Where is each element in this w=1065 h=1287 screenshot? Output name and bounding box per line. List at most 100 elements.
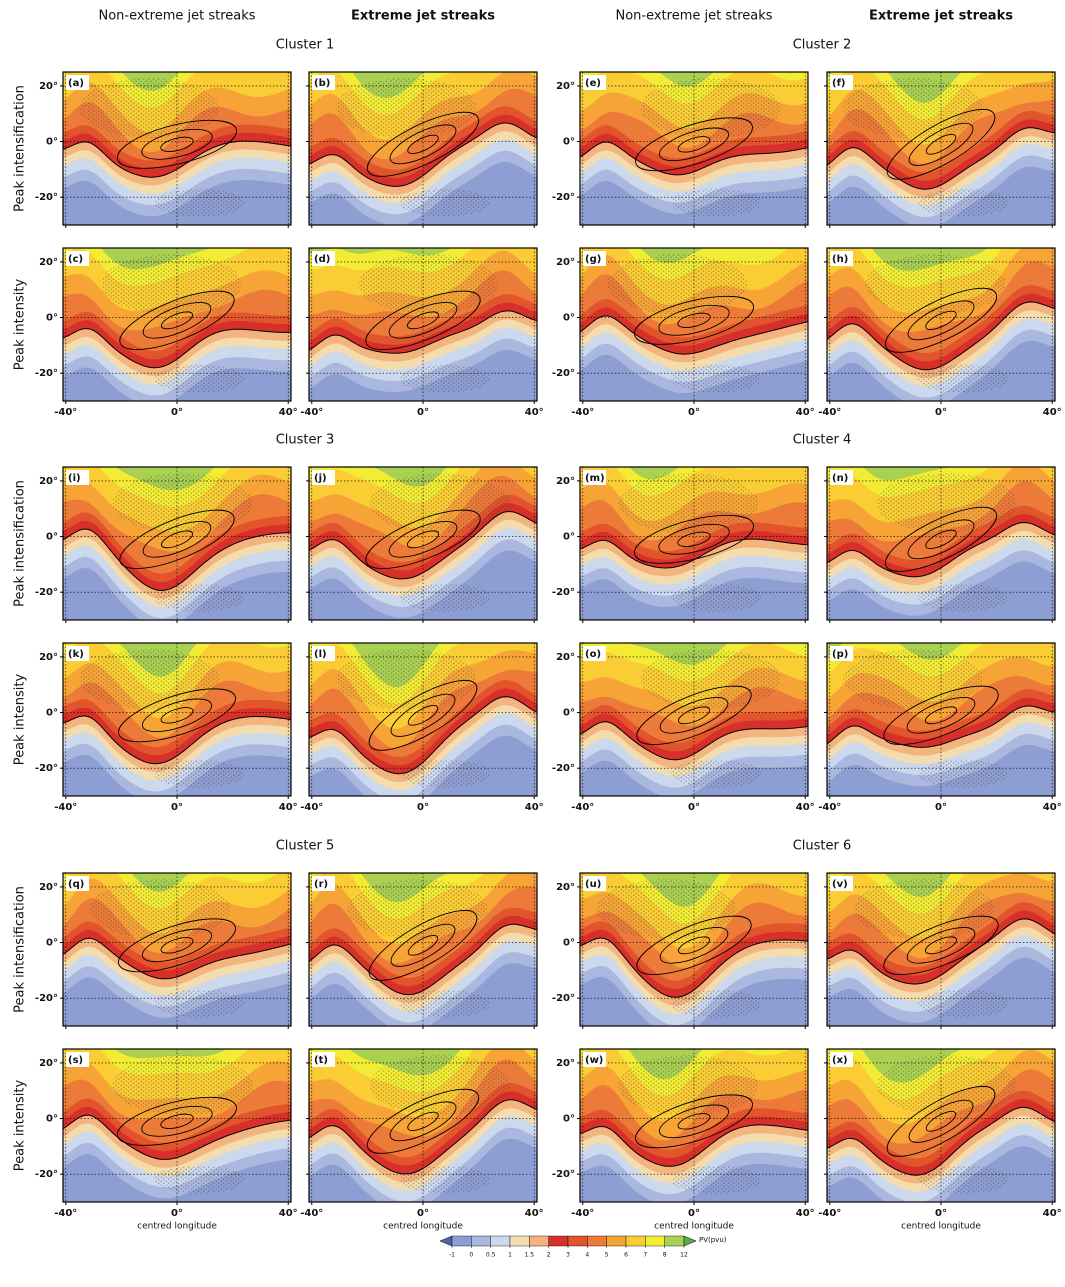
row-label: Peak intensification <box>13 480 28 607</box>
hatching <box>369 1055 510 1116</box>
jet-contour <box>635 1094 753 1149</box>
colorbar-tick-label: 3 <box>566 1252 570 1259</box>
colorbar-tick-label: 0 <box>469 1252 473 1259</box>
hatching <box>671 583 762 612</box>
panel-label-box <box>583 646 606 661</box>
panel-label: (e) <box>585 78 601 89</box>
jet-contour <box>119 290 235 350</box>
jet-contour <box>141 1105 213 1137</box>
pv-contour <box>63 327 291 369</box>
hatching <box>154 583 245 612</box>
column-header: Extreme jet streaks <box>351 9 495 24</box>
hatching <box>607 254 748 315</box>
jet-contour <box>118 688 236 743</box>
colorbar-tick-label: 1.5 <box>525 1252 535 1259</box>
jet-contour <box>390 693 456 737</box>
jet-contour <box>407 1111 439 1131</box>
x-tick-label: 0° <box>171 1208 183 1219</box>
y-tick-label: 20° <box>556 257 575 268</box>
jet-contour <box>142 302 212 339</box>
jet-contour <box>142 521 212 558</box>
jet-contour <box>366 1088 480 1154</box>
panel-label: (u) <box>585 879 601 890</box>
hatching <box>400 759 491 788</box>
x-tick-label: 0° <box>417 1208 429 1219</box>
y-tick-label: 20° <box>556 1058 575 1069</box>
y-tick-label: -20° <box>35 763 58 774</box>
jet-contour <box>677 706 711 725</box>
jet-contour <box>886 108 996 180</box>
colorbar-box <box>490 1235 511 1247</box>
panel-label-box <box>312 646 335 661</box>
y-tick-label: -20° <box>35 192 58 203</box>
jet-contour <box>658 523 730 555</box>
y-tick-label: 20° <box>39 476 58 487</box>
panel-label-box <box>830 1052 853 1067</box>
panel-field <box>309 1049 537 1202</box>
panel-field <box>827 248 1055 401</box>
y-tick-label: 0° <box>46 532 58 543</box>
x-axis-label: centred longitude <box>654 1222 734 1232</box>
panel-label: (a) <box>68 78 84 89</box>
cluster-title: Cluster 6 <box>793 839 852 854</box>
jet-contour <box>407 934 439 956</box>
hatching <box>640 78 781 139</box>
jet-contour <box>365 509 481 569</box>
x-tick-label: -40° <box>300 407 323 418</box>
hatching <box>843 78 984 139</box>
x-tick-label: 0° <box>171 407 183 418</box>
pv-contour <box>309 122 537 187</box>
cluster-title: Cluster 2 <box>793 38 852 53</box>
hatching <box>336 649 477 710</box>
hatching <box>918 989 1009 1018</box>
pv-contour <box>309 923 537 996</box>
jet-contour <box>886 1085 996 1157</box>
panel-label: (b) <box>314 78 330 89</box>
x-tick-label: 40° <box>525 802 544 813</box>
jet-contour <box>925 1110 957 1132</box>
cluster-title: Cluster 4 <box>793 433 852 448</box>
y-tick-label: 0° <box>563 532 575 543</box>
hatching <box>671 364 762 393</box>
x-tick-label: -40° <box>300 1208 323 1219</box>
hatching <box>400 1165 491 1194</box>
field-layer <box>862 467 952 481</box>
y-tick-label: 0° <box>46 708 58 719</box>
panel-field <box>63 248 291 401</box>
colorbar-tick-label: 12 <box>680 1252 688 1259</box>
jet-contour <box>407 704 439 726</box>
hatching <box>112 1055 253 1116</box>
x-tick-label: 0° <box>935 802 947 813</box>
x-tick-label: -40° <box>818 1208 841 1219</box>
panel-label: (j) <box>314 473 327 484</box>
colorbar-extend-low <box>439 1235 453 1247</box>
row-label: Peak intensity <box>13 279 28 371</box>
jet-contour <box>658 304 730 336</box>
panel-label-box <box>66 75 89 90</box>
field-layer <box>309 248 451 256</box>
jet-contour <box>634 295 754 345</box>
jet-contour <box>141 698 213 733</box>
jet-contour <box>677 1113 711 1130</box>
jet-contour <box>117 1096 237 1146</box>
jet-contour <box>925 133 957 155</box>
hatching <box>400 364 491 393</box>
column-header: Non-extreme jet streaks <box>98 9 255 24</box>
jet-contour <box>924 706 958 725</box>
y-tick-label: 20° <box>39 652 58 663</box>
panel-label: (o) <box>585 649 601 660</box>
hatching <box>347 879 488 940</box>
panel-label: (v) <box>832 879 848 890</box>
hatching <box>671 1165 762 1194</box>
panel-label-box <box>66 251 89 266</box>
y-tick-label: 20° <box>39 882 58 893</box>
colorbar-tick-label: 5 <box>605 1252 609 1259</box>
row-label: Peak intensification <box>13 886 28 1013</box>
y-tick-label: 0° <box>563 708 575 719</box>
column-header: Extreme jet streaks <box>869 9 1013 24</box>
x-tick-label: -40° <box>818 407 841 418</box>
hatching <box>154 188 245 217</box>
panel-label: (n) <box>832 473 848 484</box>
x-tick-label: -40° <box>571 1208 594 1219</box>
colorbar-tick-label: 7 <box>643 1252 647 1259</box>
